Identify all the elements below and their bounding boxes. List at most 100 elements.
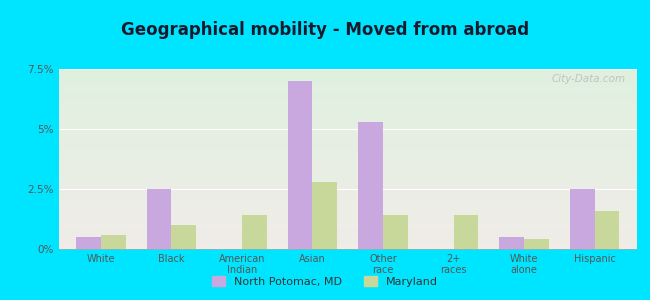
- Bar: [147, 189, 172, 249]
- Bar: [58, 159, 637, 161]
- Bar: [58, 168, 637, 170]
- Bar: [58, 112, 637, 114]
- Bar: [58, 89, 637, 91]
- Bar: [58, 80, 637, 82]
- Bar: [58, 190, 637, 191]
- Bar: [58, 213, 637, 215]
- Bar: [58, 224, 637, 226]
- Bar: [58, 235, 637, 236]
- Bar: [58, 177, 637, 179]
- Bar: [58, 105, 637, 107]
- Bar: [58, 154, 637, 155]
- Bar: [58, 175, 637, 177]
- Bar: [58, 76, 637, 78]
- Bar: [58, 206, 637, 208]
- Bar: [58, 209, 637, 211]
- Bar: [58, 69, 637, 71]
- Bar: [58, 247, 637, 249]
- Bar: [58, 145, 637, 146]
- Bar: [58, 202, 637, 204]
- Bar: [58, 119, 637, 121]
- Bar: [58, 125, 637, 127]
- Bar: [101, 235, 125, 249]
- Bar: [58, 217, 637, 218]
- Bar: [454, 215, 478, 249]
- Bar: [58, 114, 637, 116]
- Bar: [570, 189, 595, 249]
- Bar: [58, 193, 637, 195]
- Bar: [499, 237, 524, 249]
- Bar: [595, 211, 619, 249]
- Bar: [58, 134, 637, 136]
- Bar: [313, 182, 337, 249]
- Bar: [172, 225, 196, 249]
- Bar: [358, 122, 383, 249]
- Bar: [58, 148, 637, 150]
- Bar: [58, 146, 637, 148]
- Bar: [58, 118, 637, 119]
- Bar: [58, 71, 637, 73]
- Bar: [58, 121, 637, 123]
- Bar: [58, 184, 637, 186]
- Bar: [58, 173, 637, 175]
- Bar: [58, 128, 637, 130]
- Bar: [58, 218, 637, 220]
- Bar: [58, 116, 637, 118]
- Bar: [58, 170, 637, 172]
- Bar: [58, 94, 637, 96]
- Bar: [58, 98, 637, 100]
- Bar: [58, 136, 637, 137]
- Bar: [58, 166, 637, 168]
- Bar: [58, 87, 637, 89]
- Bar: [58, 204, 637, 206]
- Bar: [58, 220, 637, 222]
- Bar: [58, 179, 637, 181]
- Bar: [58, 107, 637, 109]
- Bar: [58, 85, 637, 87]
- Bar: [58, 195, 637, 197]
- Bar: [58, 226, 637, 227]
- Bar: [58, 161, 637, 163]
- Text: City-Data.com: City-Data.com: [551, 74, 625, 84]
- Bar: [58, 130, 637, 132]
- Bar: [58, 157, 637, 159]
- Bar: [58, 229, 637, 231]
- Bar: [58, 172, 637, 173]
- Bar: [58, 123, 637, 125]
- Bar: [58, 208, 637, 209]
- Bar: [58, 164, 637, 166]
- Bar: [58, 96, 637, 98]
- Bar: [242, 215, 266, 249]
- Bar: [58, 182, 637, 184]
- Bar: [58, 139, 637, 141]
- Bar: [58, 238, 637, 240]
- Legend: North Potomac, MD, Maryland: North Potomac, MD, Maryland: [207, 272, 443, 291]
- Bar: [58, 82, 637, 83]
- Bar: [58, 227, 637, 229]
- Bar: [58, 143, 637, 145]
- Bar: [58, 110, 637, 112]
- Bar: [76, 237, 101, 249]
- Bar: [58, 244, 637, 245]
- Bar: [58, 215, 637, 217]
- Bar: [58, 155, 637, 157]
- Bar: [58, 127, 637, 128]
- Bar: [58, 152, 637, 154]
- Bar: [58, 103, 637, 105]
- Bar: [58, 141, 637, 143]
- Bar: [58, 245, 637, 247]
- Bar: [58, 74, 637, 76]
- Bar: [58, 150, 637, 152]
- Bar: [58, 109, 637, 110]
- Bar: [58, 211, 637, 213]
- Bar: [58, 101, 637, 103]
- Bar: [58, 181, 637, 182]
- Bar: [58, 83, 637, 85]
- Bar: [58, 240, 637, 242]
- Bar: [524, 239, 549, 249]
- Bar: [58, 163, 637, 164]
- Bar: [58, 188, 637, 190]
- Bar: [58, 132, 637, 134]
- Bar: [288, 81, 313, 249]
- Bar: [58, 137, 637, 139]
